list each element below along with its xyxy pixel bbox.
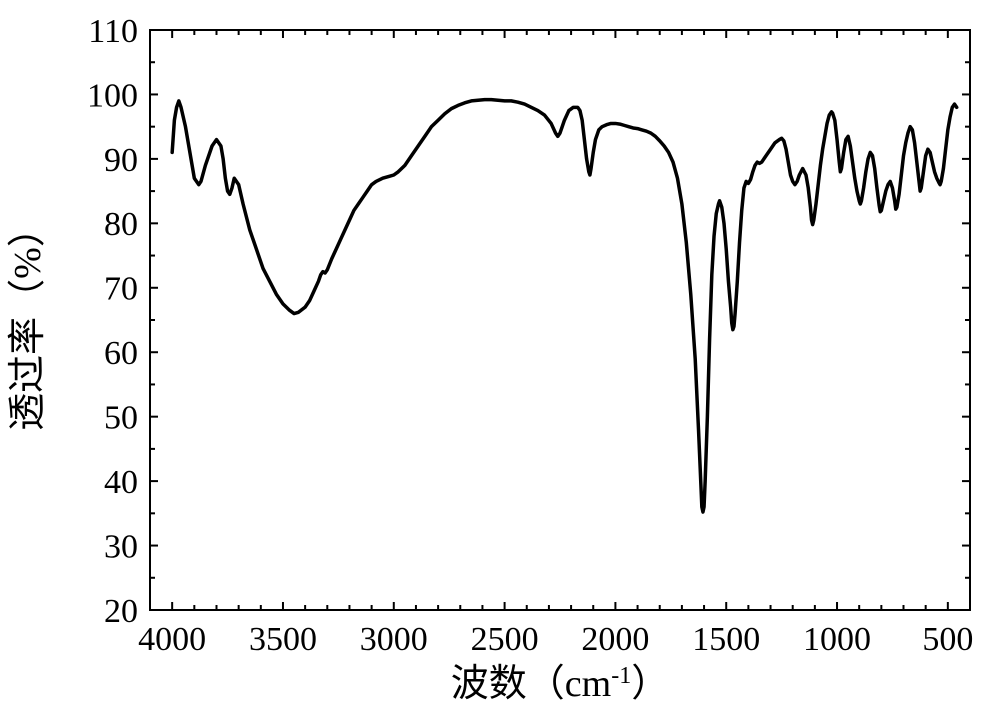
y-tick-label: 90 xyxy=(104,142,138,179)
y-tick-label: 100 xyxy=(87,77,138,114)
y-tick-label: 50 xyxy=(104,400,138,437)
ir-spectrum-chart: 4000 3500 3000 2500 2000 1500 1000 500 20 30 40 50 6… xyxy=(0,0,1000,718)
x-tick-label: 1000 xyxy=(803,621,871,658)
x-tick-label: 4000 xyxy=(138,621,206,658)
y-tick-label: 60 xyxy=(104,335,138,372)
chart-svg: 4000 3500 3000 2500 2000 1500 1000 500 20 30 40 50 6… xyxy=(0,0,1000,718)
y-tick-label: 110 xyxy=(88,13,138,50)
y-tick-label: 30 xyxy=(104,528,138,565)
x-tick-label: 2000 xyxy=(581,621,649,658)
x-axis-label: 波数（cm-1） xyxy=(451,663,669,705)
x-tick-label: 1500 xyxy=(692,621,760,658)
y-tick-label: 40 xyxy=(104,464,138,501)
x-tick-label: 3000 xyxy=(360,621,428,658)
y-tick-label: 70 xyxy=(104,271,138,308)
x-tick-label: 500 xyxy=(922,621,973,658)
y-tick-label: 20 xyxy=(104,593,138,630)
x-tick-label: 3500 xyxy=(249,621,317,658)
x-tick-label: 2500 xyxy=(471,621,539,658)
y-axis-label: 透过率（%） xyxy=(7,209,49,431)
y-tick-label: 80 xyxy=(104,206,138,243)
